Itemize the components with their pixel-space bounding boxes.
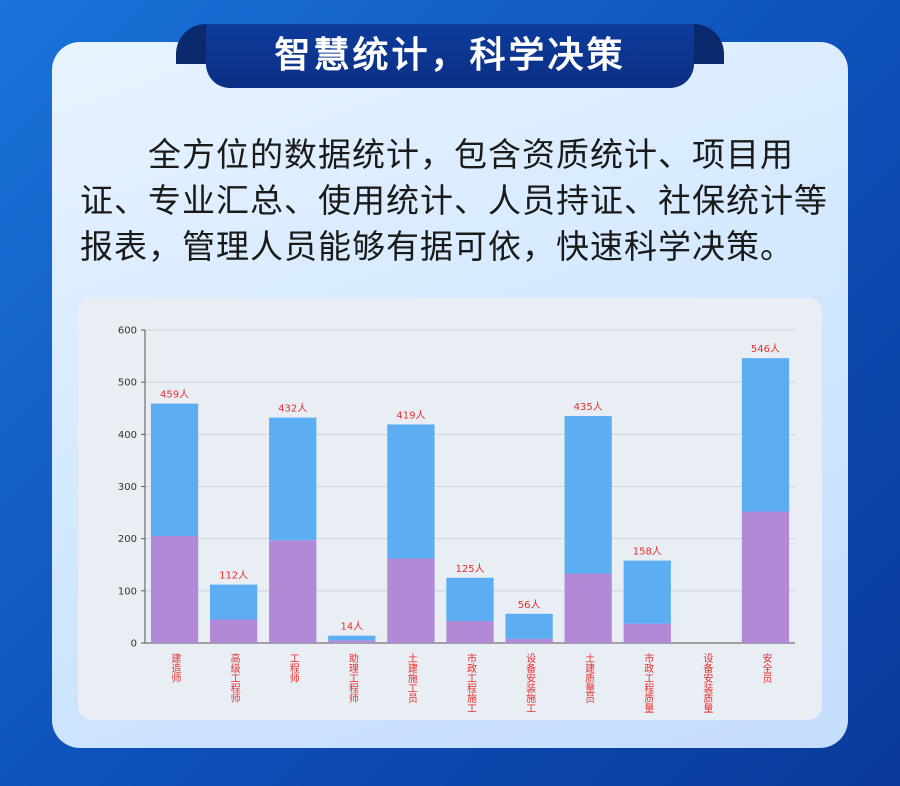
x-tick-label: 土建施工员 <box>405 652 417 704</box>
y-tick-label: 500 <box>118 378 137 389</box>
x-tick-label: 高级工程师 <box>228 652 240 704</box>
bar-segment <box>446 621 494 643</box>
x-tick-label: 土建质量员 <box>583 652 595 704</box>
total-label: 432人 <box>278 403 307 415</box>
bar-segment <box>150 536 199 643</box>
x-tick-label: 工程师 <box>287 653 299 684</box>
x-tick-label: 设备安装质量 <box>701 653 713 713</box>
bar-segment <box>150 403 199 537</box>
total-label: 125人 <box>455 563 484 575</box>
bar-segment <box>387 424 435 559</box>
x-tick-label: 市政工程质量 <box>642 652 654 713</box>
y-tick-label: 600 <box>118 326 137 337</box>
total-label: 14人 <box>340 621 363 633</box>
total-label: 459人 <box>160 389 189 401</box>
bar-segment <box>505 638 553 643</box>
total-label: 419人 <box>396 409 425 421</box>
y-tick-label: 400 <box>118 430 137 441</box>
x-tick-label: 建造师 <box>169 652 181 684</box>
bar-segment <box>741 358 790 512</box>
bar-segment <box>210 619 258 643</box>
bar-segment <box>387 558 435 643</box>
bar-segment <box>741 511 790 643</box>
intro-text: 全方位的数据统计，包含资质统计、项目用证、专业汇总、使用统计、人员持证、社保统计… <box>80 135 828 266</box>
bar-segment <box>623 623 671 643</box>
y-tick-label: 300 <box>118 482 137 493</box>
y-tick-label: 200 <box>118 534 137 545</box>
x-tick-label: 市政工程施工 <box>465 652 477 713</box>
bar-segment <box>564 573 612 643</box>
bar-segment <box>328 640 376 643</box>
total-label: 158人 <box>633 546 662 558</box>
bar-segment <box>269 417 317 541</box>
header-title: 智慧统计，科学决策 <box>206 24 694 88</box>
x-tick-label: 设备安装施工 <box>524 653 536 713</box>
total-label: 435人 <box>574 401 603 413</box>
bar-segment <box>505 613 553 639</box>
x-tick-label: 助理工程师 <box>346 652 358 704</box>
x-tick-label: 安全员 <box>760 652 772 684</box>
bar-segment <box>269 540 317 643</box>
total-label: 112人 <box>219 570 248 582</box>
y-tick-label: 0 <box>131 639 137 650</box>
bar-segment <box>446 577 494 622</box>
bar-segment <box>328 635 376 641</box>
bar-segment <box>210 584 258 620</box>
total-label: 546人 <box>751 343 780 355</box>
total-label: 56人 <box>518 599 541 611</box>
bar-segment <box>564 416 612 574</box>
bar-segment <box>623 560 671 624</box>
chart-panel <box>78 298 822 720</box>
y-tick-label: 100 <box>118 586 137 597</box>
